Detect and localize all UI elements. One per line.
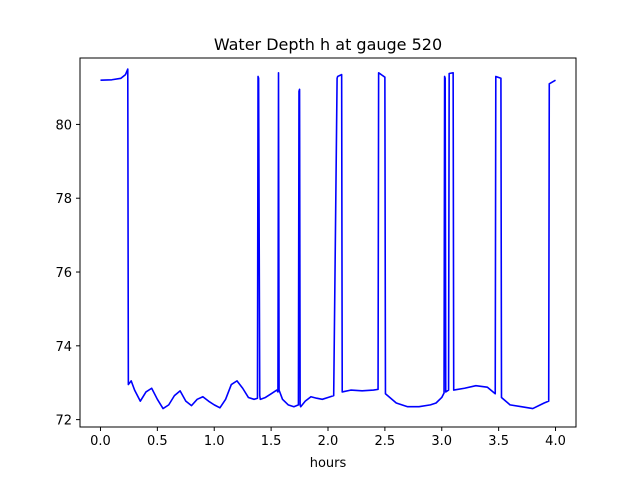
x-tick-label: 3.0 (431, 434, 452, 449)
x-tick-label: 4.0 (545, 434, 566, 449)
x-tick-label: 0.0 (90, 434, 111, 449)
y-tick-label: 80 (55, 118, 72, 133)
plot-area (100, 68, 556, 410)
y-tick-label: 74 (55, 340, 72, 355)
x-tick-label: 3.5 (488, 434, 509, 449)
y-tick-label: 78 (55, 192, 72, 207)
x-tick-label: 1.5 (261, 434, 282, 449)
y-tick-label: 76 (55, 266, 72, 281)
series-line-0 (100, 68, 556, 410)
x-axis-label: hours (310, 456, 347, 471)
x-tick-label: 2.0 (318, 434, 339, 449)
x-tick-label: 1.0 (204, 434, 225, 449)
x-axis: 0.0 0.5 1.0 1.5 2.0 2.5 3.0 3.5 4.0 (90, 427, 566, 449)
y-tick-label: 72 (55, 414, 72, 429)
x-tick-label: 2.5 (375, 434, 396, 449)
y-axis: 72 74 76 78 80 (55, 118, 80, 429)
x-tick-label: 0.5 (147, 434, 168, 449)
chart-title: Water Depth h at gauge 520 (214, 35, 442, 54)
